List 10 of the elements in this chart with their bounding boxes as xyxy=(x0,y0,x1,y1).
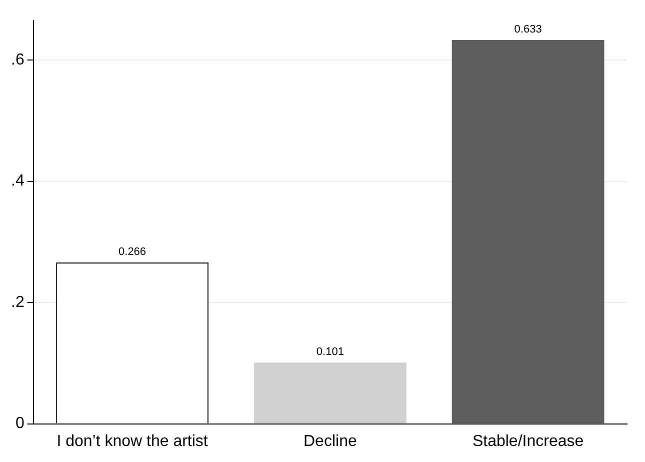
x-tick-label: I don’t know the artist xyxy=(56,432,208,450)
data-label: 0.633 xyxy=(514,24,542,36)
y-tick-label: 0 xyxy=(15,415,24,432)
data-label: 0.266 xyxy=(118,246,146,258)
y-tick-label: .2 xyxy=(11,294,24,311)
data-label: 0.101 xyxy=(316,346,344,358)
x-tick-label: Decline xyxy=(303,432,357,450)
y-tick-label: .6 xyxy=(11,51,24,68)
x-tick-label: Stable/Increase xyxy=(472,432,584,450)
y-tick-label: .4 xyxy=(11,172,24,190)
